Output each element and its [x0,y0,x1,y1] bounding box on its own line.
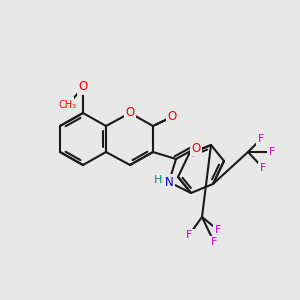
Text: F: F [211,237,217,247]
Text: F: F [269,147,275,157]
Text: F: F [215,225,221,235]
Text: H: H [154,175,162,185]
Text: N: N [165,176,173,188]
Text: O: O [125,106,135,119]
Text: O: O [191,142,201,154]
Text: O: O [63,98,73,112]
Text: F: F [258,134,264,144]
Text: F: F [260,163,266,173]
Text: F: F [186,230,192,240]
Text: O: O [167,110,177,124]
Text: O: O [78,80,88,94]
Text: CH₃: CH₃ [59,100,77,110]
